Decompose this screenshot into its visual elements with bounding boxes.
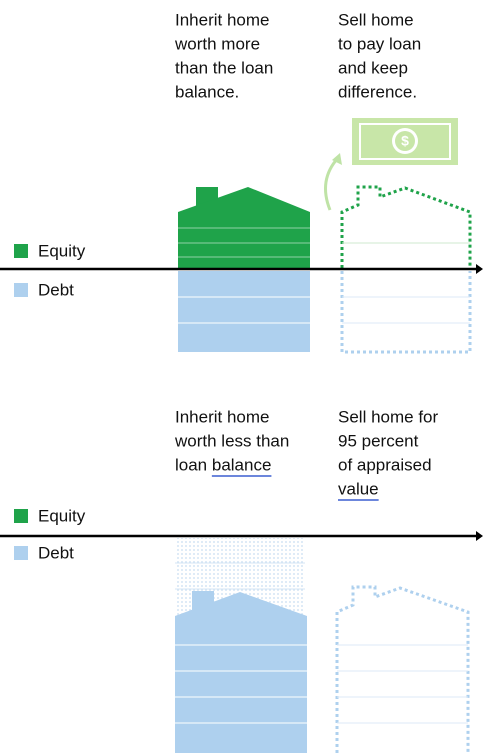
- svg-text:$: $: [401, 133, 409, 149]
- caption-line: 95 percent: [338, 431, 419, 450]
- legend-label: Debt: [38, 280, 74, 299]
- arrow: [324, 156, 340, 211]
- caption-line: loan balance: [175, 455, 271, 474]
- caption-line: Sell home for: [338, 407, 438, 426]
- caption-line: to pay loan: [338, 34, 421, 53]
- axis-arrow: [476, 531, 483, 541]
- legend-label: Debt: [38, 543, 74, 562]
- legend-label: Equity: [38, 506, 86, 525]
- caption-line: balance.: [175, 82, 239, 101]
- caption-line: worth less than: [174, 431, 289, 450]
- caption: Sell home for 95 percent of appraised value: [338, 407, 438, 501]
- legend-swatch: [14, 244, 28, 258]
- top-scenario: $ Equity Debt Inherit: [0, 10, 483, 354]
- caption-line: Inherit home: [175, 10, 270, 29]
- sold-house-outline: [340, 185, 472, 354]
- caption-line: value: [338, 479, 379, 498]
- equity-house: [178, 187, 310, 268]
- legend-label: Equity: [38, 241, 86, 260]
- caption: Sell home to pay loan and keep difference.: [338, 10, 421, 101]
- caption: Inherit home worth more than the loan balan…: [174, 10, 273, 101]
- debt-house: [175, 591, 307, 753]
- caption: Inherit home worth less than loan balance: [174, 407, 289, 477]
- bottom-scenario: Equity Debt Inherit home worth less than l…: [0, 407, 483, 753]
- caption-line: worth more: [174, 34, 260, 53]
- sold-house-outline: [335, 585, 470, 753]
- dollar-bill: $: [352, 118, 458, 165]
- legend-swatch: [14, 509, 28, 523]
- caption-line: than the loan: [175, 58, 273, 77]
- caption-line: and keep: [338, 58, 408, 77]
- caption-line: Sell home: [338, 10, 414, 29]
- caption-line: of appraised: [338, 455, 432, 474]
- legend-swatch: [14, 283, 28, 297]
- caption-line: difference.: [338, 82, 417, 101]
- debt-block: [178, 271, 310, 352]
- axis-arrow: [476, 264, 483, 274]
- legend-swatch: [14, 546, 28, 560]
- arrow-head: [332, 153, 342, 165]
- caption-line: Inherit home: [175, 407, 270, 426]
